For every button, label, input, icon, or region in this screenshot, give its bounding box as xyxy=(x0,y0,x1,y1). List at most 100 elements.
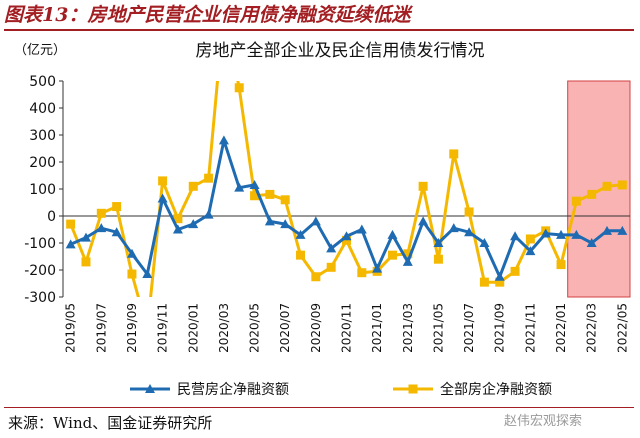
data-point xyxy=(264,216,275,226)
data-point xyxy=(188,181,198,191)
data-point xyxy=(464,227,475,237)
data-point xyxy=(127,269,137,279)
x-tick-label: 2020/05 xyxy=(248,303,262,353)
data-point xyxy=(296,250,306,260)
data-point xyxy=(341,231,352,241)
legend: 民营房企净融资额 全部房企净融资额 xyxy=(130,381,552,398)
x-tick-label: 2021/09 xyxy=(493,303,507,353)
legend-label: 全部房企净融资额 xyxy=(440,381,552,398)
y-unit-label: （亿元） xyxy=(14,43,66,58)
data-point xyxy=(96,208,106,218)
data-point xyxy=(556,260,566,270)
data-point xyxy=(357,268,367,278)
data-point xyxy=(433,238,444,247)
x-tick-label: 2021/05 xyxy=(431,303,445,353)
data-point xyxy=(112,202,122,212)
x-tick-label: 2021/01 xyxy=(370,303,384,353)
x-tick-label: 2021/07 xyxy=(462,303,476,353)
data-point xyxy=(280,219,291,229)
data-point xyxy=(218,135,229,145)
data-point xyxy=(342,235,351,245)
data-point xyxy=(403,249,413,259)
data-point xyxy=(571,196,581,206)
data-point xyxy=(250,191,260,201)
legend-label: 民营房企净融资额 xyxy=(177,381,289,398)
data-point xyxy=(617,180,627,190)
y-tick-label: 300 xyxy=(29,128,56,144)
data-point xyxy=(145,384,155,393)
y-tick-label: 400 xyxy=(29,101,56,117)
data-point xyxy=(172,224,183,234)
data-point xyxy=(387,229,398,239)
data-point xyxy=(372,263,383,273)
series-group xyxy=(66,81,627,334)
data-point xyxy=(408,384,418,394)
data-point xyxy=(510,231,521,241)
data-point xyxy=(203,209,214,219)
data-point xyxy=(143,325,152,334)
data-point xyxy=(81,257,91,267)
data-point xyxy=(602,225,613,235)
x-tick-label: 2022/05 xyxy=(615,303,629,353)
data-point xyxy=(249,179,260,189)
x-tick-label: 2021/03 xyxy=(401,303,415,353)
data-point xyxy=(204,173,214,183)
data-point xyxy=(586,238,597,247)
figure-title: 图表13：房地产民营企业信用债净融资延续低迷 xyxy=(4,4,411,26)
data-point xyxy=(80,232,91,242)
data-point xyxy=(158,176,168,186)
data-point xyxy=(418,181,428,191)
data-point xyxy=(126,248,137,258)
watermark-text: 赵伟宏观探索 xyxy=(504,414,583,429)
line-chart: -300 -200 -100 0 100 200 300 400 500 2019/05 2019… xyxy=(14,41,631,398)
data-point xyxy=(617,225,628,235)
data-point xyxy=(479,238,490,247)
title-rule xyxy=(4,29,634,31)
y-tick-label: -200 xyxy=(24,263,56,279)
data-point xyxy=(540,228,551,238)
data-point xyxy=(234,182,245,192)
data-point xyxy=(402,256,413,266)
y-tick-label: 100 xyxy=(29,182,56,198)
x-tick-label: 2022/03 xyxy=(585,303,599,353)
data-point xyxy=(602,181,612,191)
series-group xyxy=(65,135,628,281)
data-point xyxy=(494,271,505,281)
data-point xyxy=(587,189,597,199)
y-tick-label: 200 xyxy=(29,155,56,171)
data-point xyxy=(571,229,582,239)
data-point xyxy=(265,189,275,199)
data-point xyxy=(326,243,337,253)
source-note: 来源：Wind、国金证券研究所 xyxy=(8,414,213,432)
data-point xyxy=(464,207,474,217)
data-point xyxy=(525,234,535,244)
data-point xyxy=(387,250,397,260)
x-axis: 2019/05 2019/07 2019/09 2019/11 2020/01 2020/… xyxy=(63,215,630,353)
x-tick-label: 2022/01 xyxy=(554,303,568,353)
series-layer xyxy=(65,81,628,334)
data-point xyxy=(418,216,429,226)
data-point xyxy=(157,193,168,203)
y-tick-label: 500 xyxy=(29,74,56,90)
y-axis: -300 -200 -100 0 100 200 300 400 500 xyxy=(24,74,64,306)
data-point xyxy=(234,83,244,93)
data-point xyxy=(295,229,306,239)
footer-rule xyxy=(4,407,634,408)
y-tick-label: -300 xyxy=(24,290,56,306)
data-point xyxy=(510,266,520,276)
data-point xyxy=(66,219,76,229)
data-point xyxy=(556,229,567,239)
y-tick-label: 0 xyxy=(47,209,56,225)
data-point xyxy=(111,227,122,237)
data-point xyxy=(433,254,443,264)
x-tick-label: 2020/03 xyxy=(217,303,231,353)
y-tick-label: -100 xyxy=(24,236,56,252)
data-point xyxy=(449,149,459,159)
x-tick-label: 2020/09 xyxy=(309,303,323,353)
data-point xyxy=(310,216,321,226)
data-point xyxy=(311,272,321,282)
x-tick-label: 2020/11 xyxy=(340,303,354,353)
data-point xyxy=(495,277,505,287)
x-tick-label: 2019/05 xyxy=(64,303,78,353)
x-tick-label: 2020/01 xyxy=(186,303,200,353)
